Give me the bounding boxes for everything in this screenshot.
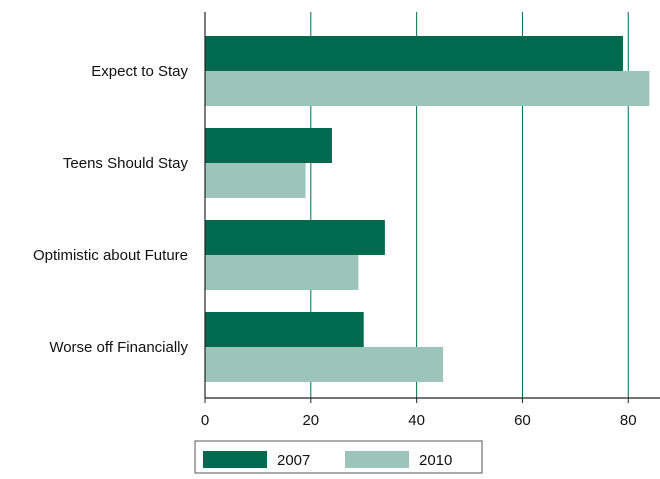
category-label-0: Expect to Stay [91,63,188,80]
bar-2010-2 [205,255,359,290]
tick-labels: 0 20 40 60 80 [201,412,637,429]
legend: 2007 2010 [194,440,483,474]
bar-2007-1 [205,128,332,163]
legend-swatch-2007 [203,451,267,468]
bar-2007-3 [205,312,364,347]
category-label-1: Teens Should Stay [63,155,189,172]
axes [204,12,660,403]
bars [205,36,650,382]
x-tick-label-80: 80 [620,412,637,429]
legend-label-2007: 2007 [277,452,310,469]
legend-label-2010: 2010 [419,452,452,469]
category-label-2: Optimistic about Future [33,247,188,264]
bar-2010-3 [205,347,444,382]
x-tick-label-60: 60 [514,412,531,429]
x-tick-label-20: 20 [302,412,319,429]
bar-2007-0 [205,36,623,71]
x-tick-label-40: 40 [408,412,425,429]
legend-swatch-2010 [345,451,409,468]
bar-2007-2 [205,220,385,255]
category-labels: Expect to Stay Teens Should Stay Optimisti… [33,63,189,356]
bar-2010-1 [205,163,306,198]
x-tick-label-0: 0 [201,412,209,429]
category-label-3: Worse off Financially [49,339,188,356]
bar-2010-0 [205,71,650,106]
